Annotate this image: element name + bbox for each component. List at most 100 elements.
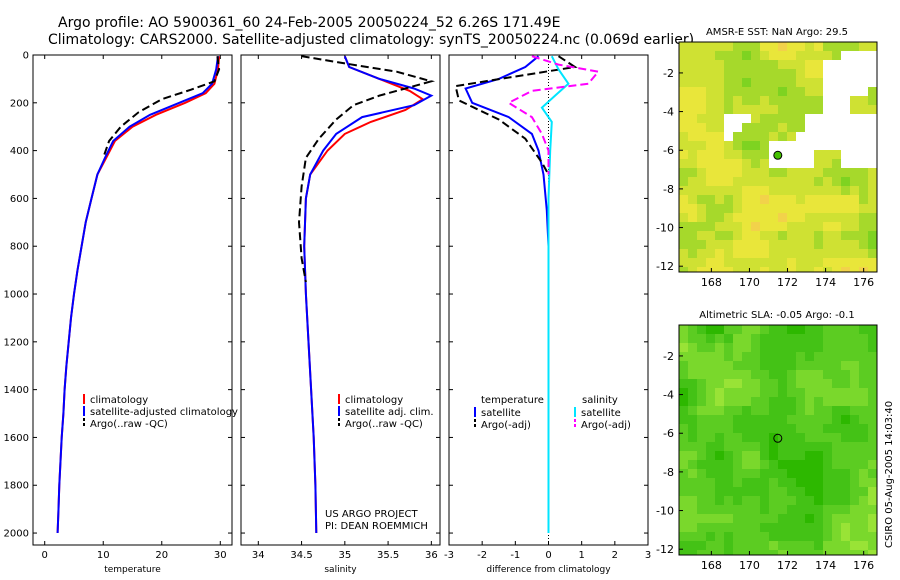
sla_map-cell: [787, 370, 796, 379]
sla_map-cell: [724, 451, 733, 460]
sst_map-cell: [697, 186, 706, 195]
sst_map-cell: [733, 42, 742, 51]
sst_map-cell: [715, 249, 724, 258]
difference-series-1: [454, 55, 578, 175]
salinity-panel: 34 34.5 35 35.5 36 salinity climatologysatelli…: [240, 54, 441, 575]
sla_map-cell: [859, 469, 868, 478]
sst_map-cell: [688, 150, 697, 159]
sst_map-cell: [751, 69, 760, 78]
sla_map-cell: [742, 478, 751, 487]
sla_map-cell: [769, 343, 778, 352]
sst_map-cell: [733, 132, 742, 141]
sst_map-cell: [724, 159, 733, 168]
sst_map-cell: [769, 60, 778, 69]
sst_map-cell: [679, 231, 688, 240]
sla_map-cell: [760, 388, 769, 397]
sla_map-cell: [850, 550, 859, 555]
sla_map-cell: [859, 523, 868, 532]
sst_map-cell: [715, 195, 724, 204]
sla_map-cell: [697, 496, 706, 505]
sla_map-cell: [769, 487, 778, 496]
sst_map-cell: [751, 123, 760, 132]
sst_map-cell: [805, 186, 814, 195]
sla_map-cell: [814, 406, 823, 415]
sla_map-cell: [850, 343, 859, 352]
sst_map-cell: [706, 60, 715, 69]
sla_map-cell: [850, 487, 859, 496]
sst_map-cell: [688, 222, 697, 231]
sst_map-cell: [751, 231, 760, 240]
sla_map-cell: [697, 334, 706, 343]
sla_map-cell: [679, 487, 688, 496]
sst_map-cell: [751, 96, 760, 105]
sst_map-cell: [688, 60, 697, 69]
sst_map-cell: [787, 213, 796, 222]
sla_map-cell: [814, 451, 823, 460]
sst_map-cell: [733, 78, 742, 87]
sla_map-cell: [760, 460, 769, 469]
sst_map-cell: [742, 69, 751, 78]
sla_map-cell: [796, 460, 805, 469]
sla_map-cell: [706, 460, 715, 469]
salinity-axes-box: [240, 54, 441, 546]
sla_map-cell: [706, 361, 715, 370]
sla_map-cell: [787, 505, 796, 514]
difference-xtick-label: 0: [545, 550, 551, 561]
salinity-xtick-label: 34: [252, 550, 265, 561]
sla_map-cell: [814, 379, 823, 388]
sst_map-ytick-label: -8: [663, 183, 674, 196]
sst_map-cell: [778, 42, 787, 51]
sla_map-cell: [868, 388, 877, 397]
sst_map-cell: [715, 42, 724, 51]
sst_map-cell: [733, 249, 742, 258]
sst_map-cell: [742, 96, 751, 105]
sla_map-cell: [679, 415, 688, 424]
sla_map-cell: [778, 514, 787, 523]
sst_map-cell: [679, 204, 688, 213]
sla_map-cell: [814, 415, 823, 424]
sla_map-cell: [814, 550, 823, 555]
sla_map-cell: [778, 361, 787, 370]
sla_map-cell: [742, 532, 751, 541]
sla_map-cell: [850, 469, 859, 478]
sla_map-cell: [706, 406, 715, 415]
sla_map-cell: [868, 451, 877, 460]
sla_map-cell: [814, 334, 823, 343]
sst_map-cell: [823, 204, 832, 213]
sla_map-cell: [805, 469, 814, 478]
difference-legend-heading: salinity: [582, 395, 618, 406]
sla_map-cell: [697, 379, 706, 388]
sst_map-cell: [715, 51, 724, 60]
sla_map-cell: [769, 379, 778, 388]
sst_map-cell: [850, 42, 859, 51]
sst_map-cell: [724, 222, 733, 231]
sla_map-cell: [688, 361, 697, 370]
sst_map-cell: [841, 42, 850, 51]
sst_map-cell: [850, 240, 859, 249]
sst_map-cell: [859, 213, 868, 222]
sst_map-cell: [697, 159, 706, 168]
sst_map-cell: [751, 186, 760, 195]
salinity-series-2: [297, 55, 436, 283]
sla_map-cell: [733, 496, 742, 505]
sst_map-cell: [823, 267, 832, 272]
sla_map-cell: [823, 469, 832, 478]
sst_map-cell: [688, 96, 697, 105]
sst_map-cell: [760, 186, 769, 195]
sla_map-cell: [787, 451, 796, 460]
difference-xtick-label: 2: [612, 550, 618, 561]
sst_map-cell: [814, 267, 823, 272]
sst_map-cell: [805, 78, 814, 87]
sst_map-cell: [868, 240, 877, 249]
difference-series-3: [506, 55, 601, 175]
sst_map-cell: [679, 87, 688, 96]
sla_map-cell: [760, 406, 769, 415]
sst_map-cell: [769, 195, 778, 204]
sla_map-cell: [679, 352, 688, 361]
sla_map-cell: [688, 415, 697, 424]
sst_map-cell: [688, 213, 697, 222]
sla_map-cell: [688, 523, 697, 532]
sst_map-cell: [814, 96, 823, 105]
sla_map-cell: [769, 361, 778, 370]
sla_map-cell: [805, 532, 814, 541]
